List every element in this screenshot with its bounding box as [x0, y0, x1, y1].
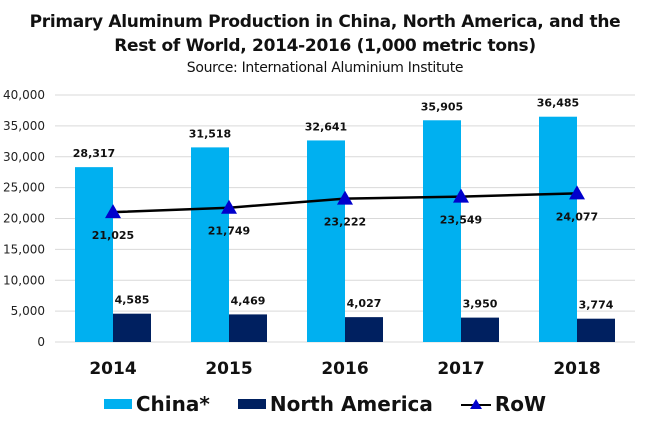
legend: China* North America RoW: [0, 392, 650, 416]
data-label-china: 35,905: [421, 100, 463, 113]
data-label-china: 31,518: [189, 127, 231, 140]
legend-label-china: China*: [135, 392, 210, 416]
legend-item-china: China*: [103, 392, 210, 416]
legend-item-north-america: North America: [237, 392, 433, 416]
y-tick-label: 20,000: [3, 212, 45, 226]
data-label-north-america: 3,950: [463, 298, 498, 311]
bar-china: [191, 147, 229, 342]
legend-line-triangle-icon: [460, 399, 491, 409]
y-tick-label: 30,000: [3, 150, 45, 164]
marker-row: [221, 199, 237, 214]
data-label-row: 21,749: [208, 225, 250, 238]
marker-row: [105, 204, 121, 219]
data-label-row: 23,549: [440, 214, 482, 227]
bar-china: [307, 140, 345, 342]
y-tick-label: 35,000: [3, 119, 45, 133]
marker-row: [337, 190, 353, 205]
bar-north-america: [577, 318, 615, 342]
bar-north-america: [345, 317, 383, 342]
data-label-row: 24,077: [556, 210, 598, 223]
bar-north-america: [113, 313, 151, 342]
y-tick-label: 15,000: [3, 242, 45, 256]
x-tick-label: 2016: [321, 359, 368, 379]
bar-north-america: [229, 314, 267, 342]
bar-north-america: [461, 317, 499, 342]
data-label-row: 23,222: [324, 216, 366, 229]
data-label-north-america: 4,027: [347, 297, 382, 310]
legend-label-row: RoW: [494, 392, 547, 416]
legend-label-north-america: North America: [269, 392, 433, 416]
marker-row: [453, 188, 469, 203]
y-tick-label: 5,000: [11, 304, 45, 318]
chart-subtitle: Source: International Aluminium Institut…: [186, 60, 464, 76]
marker-row: [569, 185, 585, 200]
bar-china: [539, 116, 577, 342]
data-label-china: 36,485: [537, 97, 579, 110]
data-label-north-america: 4,585: [115, 294, 150, 307]
x-tick-label: 2018: [553, 359, 600, 379]
legend-swatch-north-america: [237, 399, 266, 409]
y-tick-label: 10,000: [3, 273, 45, 287]
data-label-row: 21,025: [92, 229, 134, 242]
legend-swatch-china: [103, 399, 132, 409]
chart-title-line1: Primary Aluminum Production in China, No…: [29, 12, 621, 32]
bar-china: [423, 120, 461, 342]
data-label-china: 28,317: [73, 147, 115, 160]
y-tick-label: 0: [37, 335, 45, 349]
x-tick-label: 2017: [437, 359, 484, 379]
data-label-china: 32,641: [305, 120, 347, 133]
x-tick-label: 2015: [205, 359, 252, 379]
y-tick-label: 40,000: [3, 88, 45, 102]
legend-item-row: RoW: [460, 392, 547, 416]
data-label-north-america: 3,774: [579, 299, 614, 312]
bar-china: [75, 167, 113, 342]
chart-title-line2: Rest of World, 2014-2016 (1,000 metric t…: [114, 36, 536, 56]
x-tick-label: 2014: [89, 359, 136, 379]
data-label-north-america: 4,469: [231, 294, 266, 307]
y-tick-label: 25,000: [3, 181, 45, 195]
